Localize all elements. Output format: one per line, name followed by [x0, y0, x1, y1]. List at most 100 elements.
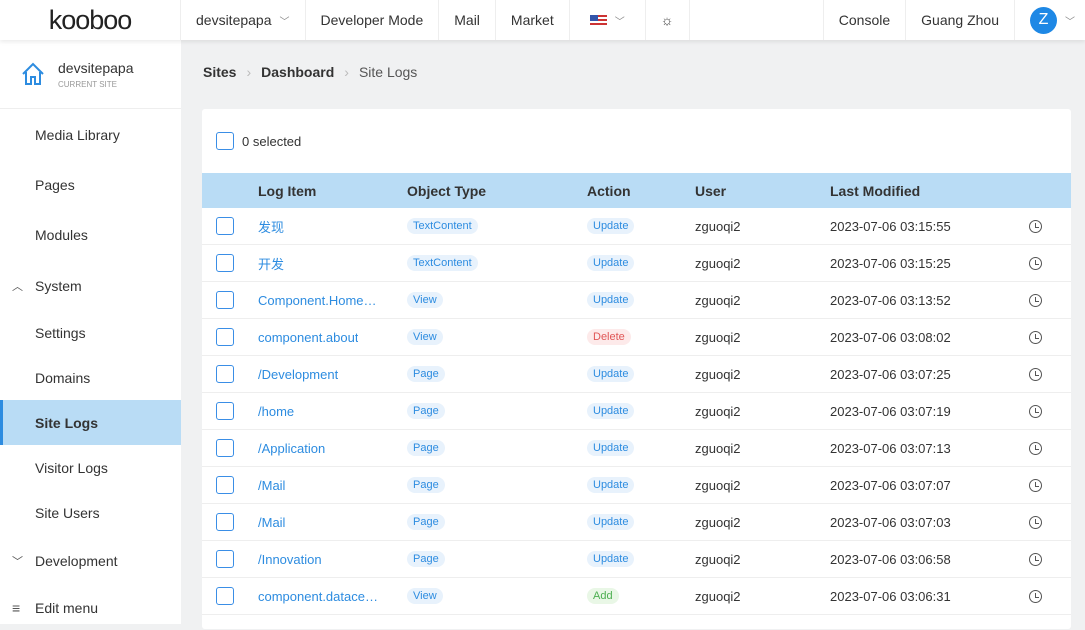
table-row[interactable]: /Development Page Update zguoqi2 2023-07… — [202, 356, 1071, 393]
header-last-modified[interactable]: Last Modified — [830, 182, 921, 199]
log-item-link[interactable]: /Application — [258, 440, 326, 456]
developer-mode-link[interactable]: Developer Mode — [306, 0, 440, 40]
language-switcher[interactable]: ﹀ — [570, 0, 646, 40]
history-clock-icon[interactable] — [1029, 589, 1042, 603]
sidebar-item-site-logs[interactable]: Site Logs — [0, 400, 181, 445]
breadcrumb-sites[interactable]: Sites — [203, 64, 237, 80]
header-object-type[interactable]: Object Type — [407, 182, 487, 199]
chevron-right-icon: › — [246, 64, 252, 80]
console-link[interactable]: Console — [822, 0, 907, 40]
history-clock-icon[interactable] — [1029, 515, 1042, 529]
sidebar-item-label: Development — [35, 552, 118, 569]
sidebar-item-system[interactable]: ︿ System — [0, 263, 181, 308]
avatar: Z — [1030, 6, 1057, 34]
object-type-badge: View — [407, 292, 443, 308]
row-checkbox[interactable] — [216, 328, 234, 346]
current-site-name: devsitepapa — [58, 59, 134, 76]
sidebar-item-visitor-logs[interactable]: Visitor Logs — [35, 459, 108, 476]
last-modified-cell: 2023-07-06 03:07:13 — [830, 440, 951, 456]
row-checkbox[interactable] — [216, 254, 234, 272]
header-user[interactable]: User — [695, 182, 727, 199]
table-row[interactable]: component.about View Delete zguoqi2 2023… — [202, 319, 1071, 356]
history-clock-icon[interactable] — [1029, 367, 1042, 381]
log-item-link[interactable]: component.about — [258, 329, 359, 345]
row-checkbox[interactable] — [216, 550, 234, 568]
sidebar-item-domains[interactable]: Domains — [35, 369, 91, 386]
edit-menu-button[interactable]: ≡ Edit menu — [0, 585, 181, 630]
kooboo-logo[interactable]: kooboo — [0, 0, 181, 40]
row-checkbox[interactable] — [216, 365, 234, 383]
sidebar-item-media-library[interactable]: Media Library — [35, 126, 120, 143]
log-item-link[interactable]: 开发 — [258, 256, 285, 272]
object-type-badge: Page — [407, 366, 445, 382]
row-checkbox[interactable] — [216, 513, 234, 531]
breadcrumb-dashboard[interactable]: Dashboard — [261, 64, 335, 80]
mail-link[interactable]: Mail — [439, 0, 496, 40]
sidebar-item-development[interactable]: ﹀ Development — [0, 538, 181, 583]
action-badge: Update — [587, 514, 635, 530]
log-item-link[interactable]: Component.HomePage — [258, 292, 383, 308]
table-row[interactable]: /Mail Page Update zguoqi2 2023-07-06 03:… — [202, 504, 1071, 541]
table-row[interactable]: /Innovation Page Update zguoqi2 2023-07-… — [202, 541, 1071, 578]
row-checkbox[interactable] — [216, 217, 234, 235]
history-clock-icon[interactable] — [1029, 441, 1042, 455]
row-checkbox[interactable] — [216, 439, 234, 457]
row-checkbox[interactable] — [216, 476, 234, 494]
last-modified-cell: 2023-07-06 03:07:25 — [830, 366, 951, 382]
table-row[interactable]: /Mail Page Update zguoqi2 2023-07-06 03:… — [202, 467, 1071, 504]
last-modified-cell: 2023-07-06 03:07:19 — [830, 403, 951, 419]
history-clock-icon[interactable] — [1029, 256, 1042, 270]
select-all-checkbox[interactable] — [216, 132, 234, 150]
header-log-item[interactable]: Log Item — [258, 182, 317, 199]
site-switcher[interactable]: devsitepapa ﹀ — [181, 0, 306, 40]
table-row[interactable]: 发现 TextContent Update zguoqi2 2023-07-06… — [202, 208, 1071, 245]
object-type-badge: TextContent — [407, 255, 478, 271]
table-row[interactable]: /home Page Update zguoqi2 2023-07-06 03:… — [202, 393, 1071, 430]
header-action[interactable]: Action — [587, 182, 631, 199]
select-all[interactable]: 0 selected — [216, 132, 301, 150]
chevron-down-icon: ﹀ — [614, 16, 625, 28]
log-item-link[interactable]: /Mail — [258, 477, 286, 493]
action-badge: Add — [587, 588, 619, 604]
last-modified-cell: 2023-07-06 03:15:25 — [830, 255, 951, 271]
log-item-link[interactable]: /home — [258, 403, 295, 419]
last-modified-cell: 2023-07-06 03:15:55 — [830, 218, 951, 234]
chevron-right-icon: › — [344, 64, 349, 80]
current-site[interactable]: devsitepapa CURRENT SITE — [0, 40, 181, 109]
history-clock-icon[interactable] — [1029, 293, 1042, 307]
action-badge: Update — [587, 440, 635, 456]
theme-toggle[interactable]: ☼ — [646, 0, 690, 40]
action-badge: Update — [587, 218, 635, 234]
table-row[interactable]: component.datacenter View Add zguoqi2 20… — [202, 578, 1071, 615]
row-checkbox[interactable] — [216, 587, 234, 605]
sidebar-item-modules[interactable]: Modules — [35, 226, 88, 243]
history-clock-icon[interactable] — [1029, 219, 1042, 233]
history-clock-icon[interactable] — [1029, 330, 1042, 344]
table-row[interactable]: 开发 TextContent Update zguoqi2 2023-07-06… — [202, 245, 1071, 282]
table-row[interactable]: /Application Page Update zguoqi2 2023-07… — [202, 430, 1071, 467]
sidebar-item-settings[interactable]: Settings — [35, 324, 86, 341]
log-item-link[interactable]: component.datacenter — [258, 588, 383, 604]
log-item-link[interactable]: /Mail — [258, 514, 286, 530]
chevron-up-icon: ︿ — [12, 280, 23, 293]
table-header: Log Item Object Type Action User Last Mo… — [202, 173, 1071, 208]
log-item-link[interactable]: /Innovation — [258, 551, 322, 567]
market-link[interactable]: Market — [496, 0, 570, 40]
history-clock-icon[interactable] — [1029, 552, 1042, 566]
sidebar-item-label: System — [35, 277, 82, 294]
row-checkbox[interactable] — [216, 291, 234, 309]
last-modified-cell: 2023-07-06 03:07:03 — [830, 514, 951, 530]
log-item-link[interactable]: 发现 — [258, 219, 285, 235]
table-row[interactable]: Component.HomePage View Update zguoqi2 2… — [202, 282, 1071, 319]
row-checkbox[interactable] — [216, 402, 234, 420]
breadcrumb: Sites › Dashboard › Site Logs — [203, 64, 417, 80]
sidebar-item-pages[interactable]: Pages — [35, 176, 75, 193]
log-item-link[interactable]: /Development — [258, 366, 339, 382]
object-type-badge: Page — [407, 551, 445, 567]
object-type-badge: Page — [407, 440, 445, 456]
sidebar-item-site-users[interactable]: Site Users — [35, 504, 100, 521]
history-clock-icon[interactable] — [1029, 404, 1042, 418]
history-clock-icon[interactable] — [1029, 478, 1042, 492]
user-name[interactable]: Guang Zhou — [906, 0, 1015, 40]
user-menu[interactable]: Z ﹀ — [1015, 0, 1085, 40]
